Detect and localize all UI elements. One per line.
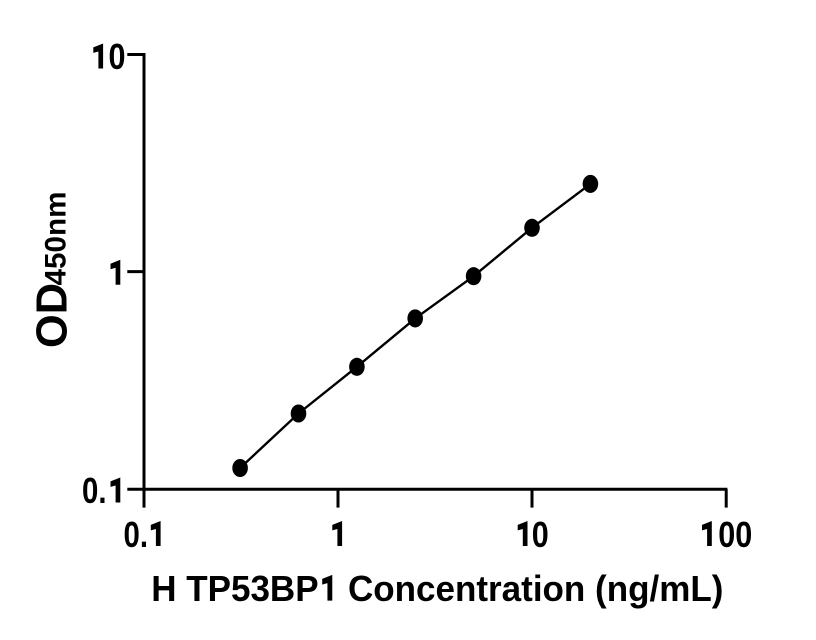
svg-text:0.: 0. <box>82 470 107 511</box>
svg-text:00: 00 <box>718 514 752 555</box>
svg-text:0.: 0. <box>124 514 149 555</box>
svg-text:H TP53BP: H TP53BP <box>151 568 318 609</box>
svg-text:0: 0 <box>109 36 126 77</box>
svg-text:OD: OD <box>28 283 77 348</box>
svg-text:450nm: 450nm <box>40 192 73 286</box>
svg-text:0: 0 <box>532 514 549 555</box>
svg-text:Concentration (ng/mL): Concentration (ng/mL) <box>348 568 723 609</box>
